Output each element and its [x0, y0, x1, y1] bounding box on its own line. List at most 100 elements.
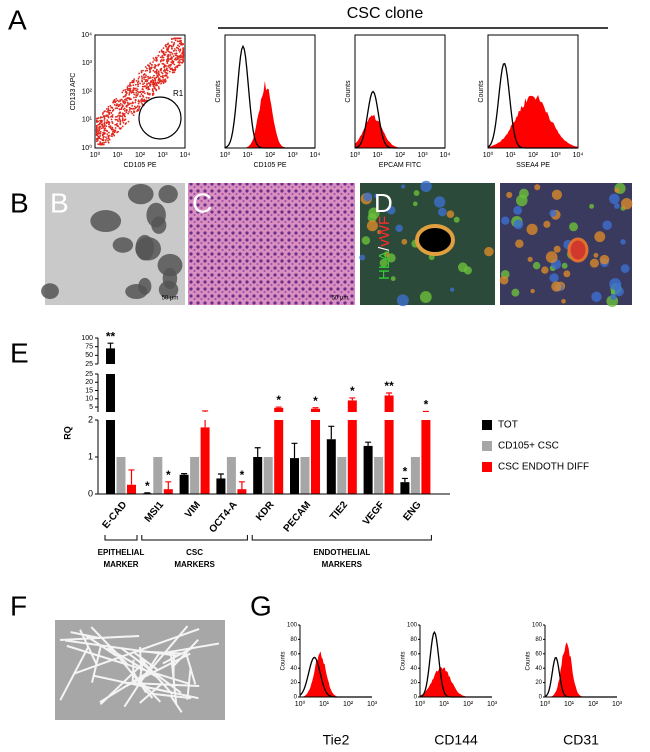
- y-tick-label: 20: [535, 680, 542, 686]
- event-dot: [165, 59, 168, 61]
- event-dot: [145, 80, 148, 83]
- event-dot: [146, 84, 148, 86]
- event-dot: [137, 80, 140, 83]
- bar: [200, 427, 210, 494]
- x-tick-label: 10²: [135, 152, 146, 159]
- event-dot: [130, 110, 133, 113]
- event-dot: [110, 135, 113, 137]
- event-dot: [158, 77, 161, 80]
- event-dot: [153, 86, 156, 88]
- x-axis-label: CD105 PE: [123, 162, 156, 169]
- event-dot: [131, 104, 134, 107]
- event-dot: [143, 98, 146, 101]
- bar: [347, 400, 357, 494]
- tube-network: [59, 625, 220, 713]
- event-dot: [158, 73, 161, 76]
- x-tick-label: 10⁴: [180, 152, 191, 159]
- cell: [386, 205, 396, 215]
- event-dot: [149, 62, 152, 65]
- bar: [311, 408, 320, 494]
- cell: [463, 266, 472, 275]
- event-dot: [104, 141, 107, 144]
- cell: [534, 184, 541, 191]
- bar: [163, 489, 173, 494]
- event-dot: [175, 65, 178, 68]
- event-dot: [179, 48, 182, 51]
- event-dot: [144, 85, 147, 88]
- event-dot: [142, 83, 144, 86]
- event-dot: [137, 77, 140, 80]
- event-dot: [161, 72, 164, 75]
- event-dot: [166, 69, 168, 72]
- event-dot: [148, 88, 151, 91]
- cell: [401, 184, 406, 189]
- cell: [569, 222, 579, 232]
- event-dot: [160, 58, 163, 61]
- event-dot: [151, 92, 154, 95]
- y-tick-label: 0: [88, 488, 93, 498]
- event-dot: [163, 64, 166, 66]
- event-dot: [124, 95, 126, 98]
- event-dot: [129, 90, 132, 93]
- event-dot: [159, 59, 162, 62]
- event-dot: [97, 123, 100, 126]
- event-dot: [113, 134, 116, 137]
- tube: [186, 667, 192, 700]
- cell: [501, 216, 510, 225]
- event-dot: [131, 81, 134, 84]
- event-dot: [150, 66, 153, 69]
- cell: [361, 236, 371, 245]
- event-dot: [168, 66, 171, 69]
- event-dot: [158, 80, 161, 83]
- event-dot: [172, 69, 174, 72]
- event-dot: [168, 64, 171, 66]
- y-tick-label: 0: [539, 695, 543, 701]
- cell: [610, 293, 617, 301]
- event-dot: [170, 56, 173, 58]
- event-dot: [179, 37, 182, 40]
- cell: [396, 294, 409, 307]
- cell: [620, 239, 626, 245]
- sphere: [125, 284, 148, 300]
- event-dot: [169, 67, 172, 70]
- event-dot: [163, 68, 166, 71]
- event-dot: [105, 108, 108, 110]
- event-dot: [98, 137, 101, 140]
- event-dot: [178, 55, 181, 57]
- event-dot: [132, 114, 135, 117]
- x-tick-label: 10¹: [505, 152, 516, 159]
- event-dot: [118, 108, 121, 111]
- event-dot: [162, 78, 164, 81]
- event-dot: [121, 112, 124, 115]
- event-dot: [141, 85, 144, 88]
- event-dot: [143, 90, 145, 93]
- event-dot: [173, 63, 176, 66]
- error-bar: [328, 425, 335, 440]
- stain-vwf: vWF: [376, 216, 393, 247]
- event-dot: [160, 82, 162, 85]
- event-dot: [141, 77, 144, 80]
- event-dot: [114, 127, 117, 129]
- x-tick-label: E-CAD: [101, 500, 130, 531]
- event-dot: [109, 125, 112, 128]
- event-dot: [177, 64, 179, 67]
- event-dot: [143, 73, 146, 75]
- event-dot: [98, 132, 101, 135]
- event-dot: [122, 104, 124, 107]
- event-dot: [133, 78, 136, 81]
- cell: [549, 273, 559, 283]
- event-dot: [119, 102, 122, 105]
- event-dot: [116, 99, 119, 102]
- y-tick-label: 40: [410, 666, 417, 672]
- event-dot: [147, 77, 150, 80]
- histogram-fill: [225, 80, 315, 148]
- error-bar: [291, 442, 298, 459]
- bar: [337, 457, 347, 494]
- cell: [594, 231, 606, 243]
- event-dot: [142, 69, 144, 72]
- cell: [390, 276, 396, 282]
- event-dot: [135, 92, 138, 94]
- group-label: CSC: [186, 548, 203, 557]
- event-dot: [140, 99, 142, 101]
